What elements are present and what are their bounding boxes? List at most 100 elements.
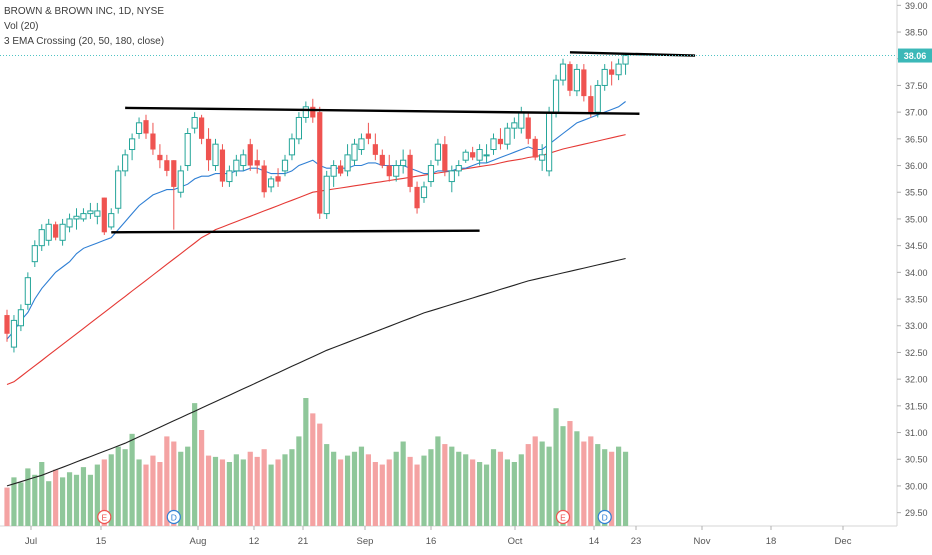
candle-body [539, 154, 546, 161]
trendline [569, 51, 696, 57]
volume-bar [303, 398, 309, 526]
volume-bar [358, 446, 365, 526]
candle-body [108, 213, 115, 228]
trendline [111, 229, 480, 234]
volume-bar [275, 459, 281, 526]
event-marker: E [97, 509, 112, 525]
volume-bar [296, 436, 302, 526]
candle-body [164, 160, 170, 171]
x-tick-label: Aug [190, 536, 207, 547]
candle-body [80, 213, 87, 220]
y-tick-label: 34.50 [905, 241, 928, 251]
volume-bar [205, 455, 212, 526]
candle-body [323, 175, 330, 215]
volume-bar [386, 459, 392, 526]
volume-bar [331, 451, 337, 526]
x-tick-label: 18 [766, 536, 777, 547]
event-marker-circle [166, 509, 181, 525]
candle-body [66, 218, 73, 228]
volume-bar [32, 474, 38, 526]
event-marker-label: E [101, 513, 107, 523]
y-tick-label: 29.50 [905, 508, 928, 518]
candle-body [407, 154, 413, 187]
volume-bar [435, 436, 441, 526]
volume-bar [226, 462, 232, 526]
candle-body [490, 138, 497, 151]
x-tick-label: Oct [508, 536, 523, 547]
x-tick-label: 14 [589, 536, 600, 547]
y-tick-label: 39.00 [905, 1, 928, 11]
ema-180-line [6, 257, 626, 487]
candle-body [427, 165, 435, 183]
candle-body [470, 152, 476, 158]
event-marker-circle [97, 509, 112, 525]
event-marker-circle [597, 509, 612, 525]
x-tick-label: 21 [298, 536, 309, 547]
x-tick-label: 23 [631, 536, 642, 547]
volume-bar [25, 468, 31, 526]
candle-body [115, 170, 122, 209]
volume-bar [553, 408, 559, 526]
volume-bar [483, 464, 490, 526]
volume-bar [532, 436, 538, 526]
candle-body [226, 170, 233, 183]
volume-bar [212, 456, 219, 526]
legend-ema[interactable]: 3 EMA Crossing (20, 50, 180, close) [4, 36, 165, 47]
candle-body [87, 210, 94, 215]
candle-body [546, 111, 553, 172]
volume-bar [94, 464, 100, 526]
candle-body [288, 138, 296, 156]
volume-bar [560, 426, 566, 526]
candle-body [254, 160, 260, 166]
volume-bar [254, 456, 260, 526]
volume-bar [456, 451, 462, 526]
volume-bar [595, 444, 601, 526]
ema-50-line [6, 134, 626, 386]
candle-body [59, 223, 66, 241]
candle-body [184, 133, 191, 167]
x-tick-label: 15 [96, 536, 107, 547]
candle-body [122, 154, 129, 172]
volume-bar [66, 472, 73, 526]
y-tick-label: 38.50 [905, 28, 928, 38]
y-tick-label: 35.50 [905, 188, 928, 198]
candle-body [552, 79, 560, 113]
volume-bar [379, 464, 385, 526]
legend-volume[interactable]: Vol (20) [4, 21, 39, 32]
y-axis: 39.0038.5038.0037.5037.0036.5036.0035.50… [897, 1, 932, 518]
candle-body [511, 122, 518, 129]
volume-bar [192, 403, 198, 526]
volume-bar [463, 454, 469, 526]
volume-bar [240, 459, 246, 526]
event-marker: D [166, 509, 181, 525]
candle-body [532, 138, 538, 158]
y-tick-label: 30.00 [905, 481, 928, 491]
legend-title[interactable]: BROWN & BROWN INC, 1D, NYSE [4, 6, 165, 17]
volume-bar [567, 421, 573, 526]
candle-body [601, 68, 608, 86]
candle-body [177, 170, 184, 193]
candle-body [393, 165, 400, 177]
event-marker-circle [555, 509, 571, 525]
y-tick-label: 35.00 [905, 214, 928, 224]
volume-bar [407, 456, 413, 526]
candle-body [233, 159, 240, 172]
candle-body [372, 144, 378, 155]
candle-body [281, 159, 289, 172]
volume-bar [525, 444, 531, 526]
volume-bar [136, 459, 142, 526]
candle-body [317, 112, 323, 214]
candle-body [573, 68, 580, 92]
candle-body [386, 165, 392, 177]
candle-body [94, 210, 101, 217]
volume-bar [518, 454, 524, 526]
y-tick-label: 33.00 [905, 321, 928, 331]
y-tick-label: 31.50 [905, 401, 928, 411]
candle-body [338, 165, 344, 174]
candle-body [344, 154, 351, 172]
volume-bar [101, 459, 107, 526]
volume-bar [73, 474, 80, 526]
volume-bar [178, 451, 184, 526]
